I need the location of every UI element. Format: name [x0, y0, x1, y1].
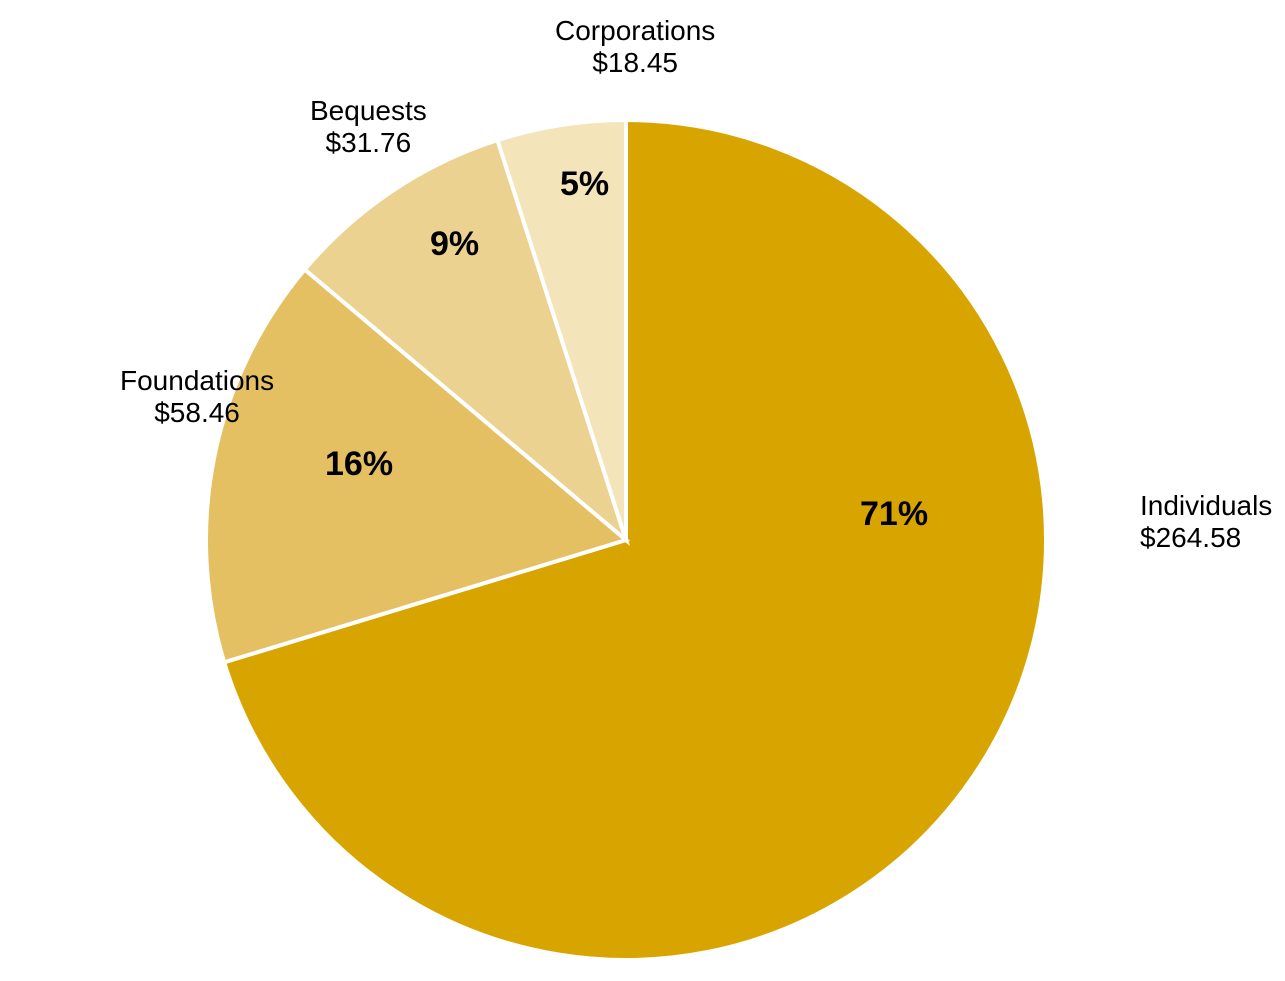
slice-label-name: Bequests — [310, 95, 427, 127]
slice-percent-bequests: 9% — [430, 225, 479, 264]
slice-percent-corporations: 5% — [560, 165, 609, 204]
slice-label-foundations: Foundations$58.46 — [120, 365, 274, 429]
slice-label-value: $58.46 — [120, 397, 274, 429]
pie-chart — [0, 0, 1285, 981]
slice-label-name: Individuals — [1140, 490, 1272, 522]
slice-label-value: $264.58 — [1140, 522, 1272, 554]
slice-percent-individuals: 71% — [860, 495, 928, 534]
slice-label-name: Foundations — [120, 365, 274, 397]
slice-label-individuals: Individuals$264.58 — [1140, 490, 1272, 554]
slice-label-name: Corporations — [555, 15, 715, 47]
slice-percent-foundations: 16% — [325, 445, 393, 484]
slice-label-bequests: Bequests$31.76 — [310, 95, 427, 159]
slice-label-corporations: Corporations$18.45 — [555, 15, 715, 79]
slice-label-value: $18.45 — [555, 47, 715, 79]
slice-label-value: $31.76 — [310, 127, 427, 159]
